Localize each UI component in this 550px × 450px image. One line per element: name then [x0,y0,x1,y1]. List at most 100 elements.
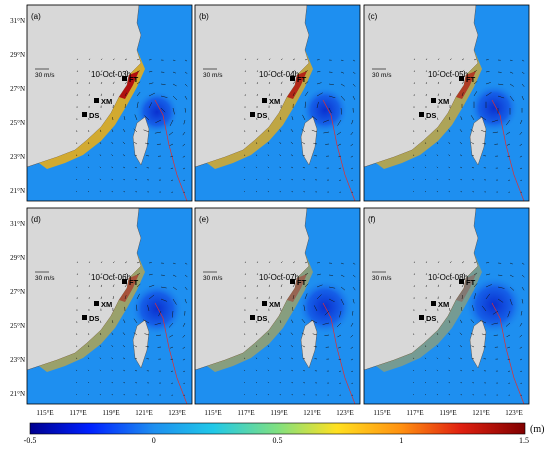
wind-vector [413,345,415,348]
wind-vector [336,131,342,136]
wind-vector [413,58,415,61]
wind-vector [507,346,511,349]
wind-vector [160,95,168,98]
wind-vector [328,107,332,114]
wind-vector [337,119,342,126]
wind-vector [255,345,258,348]
wind-vector [449,58,452,61]
wind-vector [134,345,138,348]
colorbar [29,422,526,435]
wind-vector [279,166,282,169]
wind-vector [473,293,476,300]
wind-vector [279,154,282,157]
wind-vector [184,286,188,291]
wind-vector [280,70,283,73]
wind-vector [471,167,475,169]
wind-vector [461,294,463,300]
wind-vector [485,70,490,73]
wind-vector [172,95,178,101]
site-label: XM [438,97,449,106]
colorbar-tick-label: -0.5 [24,436,37,445]
wind-vector [461,69,465,73]
wind-vector [172,71,176,74]
wind-vector [506,143,511,146]
wind-vector [413,273,415,276]
longitude-tick: 115°E [204,409,221,417]
panel-label: (f) [368,215,376,224]
panel-frame [194,207,361,405]
site-label: DS [89,314,99,323]
coastal-surge [207,253,313,372]
wind-vector [485,293,491,300]
wind-vector [460,369,463,372]
longitude-tick: 119°E [270,409,287,417]
wind-vector [352,298,355,304]
wind-vector [448,129,451,133]
wind-vector [122,128,126,133]
wind-vector [87,345,90,348]
wind-vector [244,82,246,85]
site-label: FT [297,278,307,287]
wind-vector [492,310,499,315]
wind-vector [292,58,296,61]
wind-vector [505,322,511,327]
wind-vector [134,370,138,372]
wind-vector [437,320,439,324]
wind-vector [88,58,91,61]
wind-vector [158,310,162,317]
high-surge-zone [287,274,307,302]
wind-vector [519,131,523,135]
wind-vector [303,179,306,181]
wind-vector [449,93,452,97]
wind-vector [313,142,318,145]
wind-vector [87,190,90,193]
wind-vector [459,332,463,336]
wind-vector [509,59,513,62]
wind-vector [472,305,475,312]
longitude-tick: 121°E [135,409,153,417]
wind-vector [301,318,306,324]
wind-vector [256,58,259,61]
wind-vector [155,119,162,124]
wind-vector [88,261,91,264]
wind-vector [267,381,270,384]
wind-vector [160,107,166,113]
wind-vector [436,154,439,157]
wind-vector [99,190,102,193]
wind-vector [292,272,296,276]
wind-vector [291,116,294,121]
site-marker [94,301,99,306]
coastal-surge [376,253,482,372]
wind-vector [292,92,295,97]
site-marker [122,76,127,81]
wind-vector [99,142,102,145]
wind-vector [424,381,427,384]
longitude-tick: 121°E [472,409,490,417]
wind-vector [448,178,451,181]
wind-vector [156,334,162,336]
wind-vector [292,283,296,288]
wind-vector [134,154,138,157]
wind-vector [76,142,78,145]
wind-vector [470,332,475,336]
wind-vector [267,166,270,169]
site-label: XM [101,300,112,309]
wind-vector [170,167,174,169]
wind-vector [316,82,322,85]
wind-vector [244,261,246,264]
wind-vector [243,190,246,193]
wind-vector [352,286,356,291]
wind-vector [521,71,525,75]
panel-label: (a) [31,12,41,21]
longitude-tick: 121°E [303,409,321,417]
wind-vector [471,357,475,360]
wind-vector [437,284,439,288]
wind-vector [291,382,294,384]
wind-vector [316,101,319,109]
colorbar-tick-label: 1.5 [519,436,529,445]
panel-label: (c) [368,12,378,21]
wind-vector [448,142,451,145]
wind-vector [145,346,150,348]
site-marker [250,112,255,117]
